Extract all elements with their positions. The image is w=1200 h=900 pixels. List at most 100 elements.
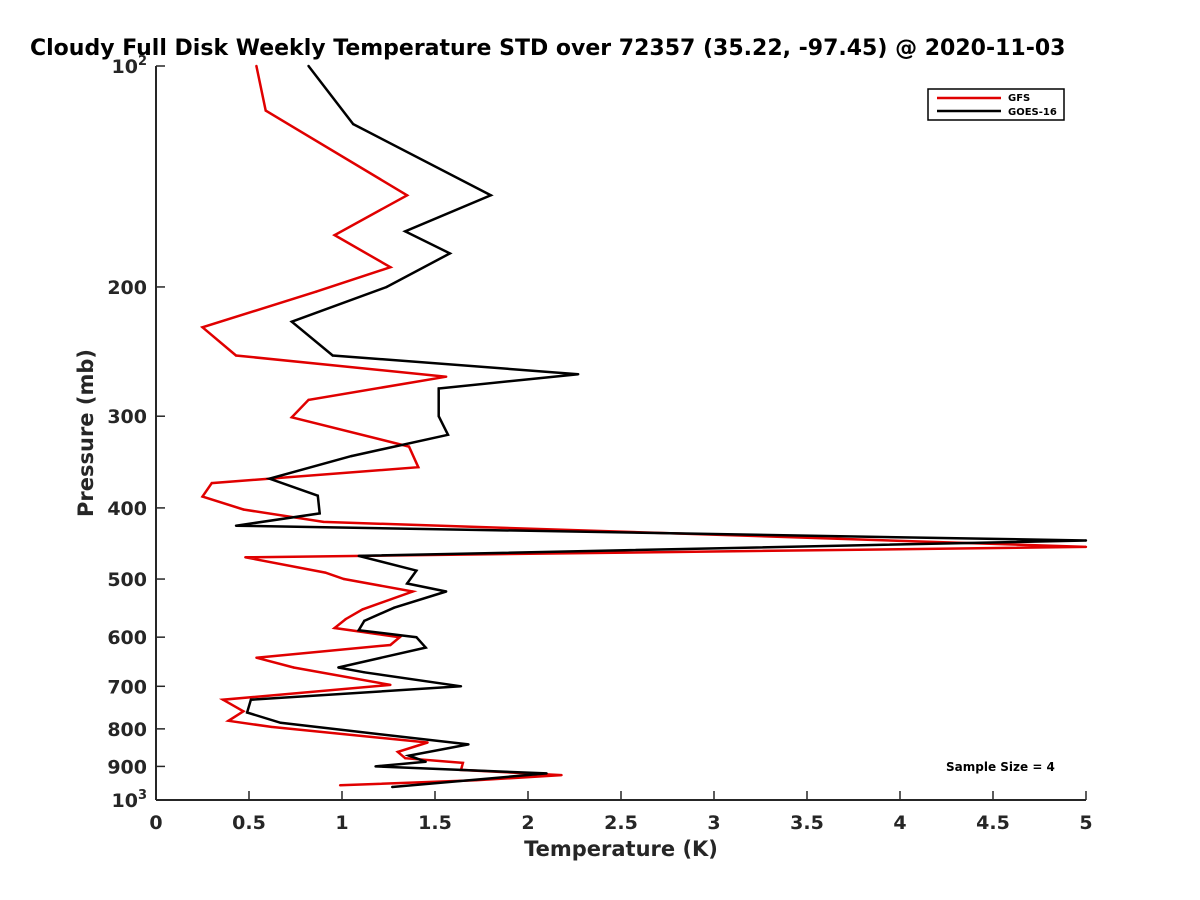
data-point-goes16-29 [459,685,463,688]
x-tick-label-5: 2.5 [604,812,638,834]
data-point-goes16-14 [316,494,319,497]
data-point-goes16-22 [392,606,396,609]
data-point-goes16-27 [337,666,340,669]
data-point-gfs-24 [333,626,336,630]
data-point-gfs-16 [322,520,325,524]
legend-label-goes16: GOES-16 [1008,107,1057,118]
y-tick-label-0: 102 [112,54,148,78]
sample-size-annotation: Sample Size = 4 [946,760,1055,774]
data-point-gfs-3 [333,233,336,237]
data-point-gfs-30 [221,698,225,701]
data-point-goes16-24 [357,629,360,632]
data-point-gfs-5 [314,290,318,293]
data-point-goes16-38 [391,785,394,789]
data-point-goes16-8 [577,373,580,376]
data-point-goes16-15 [318,512,321,515]
plot-area [156,66,1086,800]
legend-box [927,88,1065,121]
data-point-gfs-18 [244,556,247,559]
y-tick-label-4: 500 [107,569,147,591]
data-point-gfs-12 [417,466,420,469]
data-point-gfs-2 [405,194,409,197]
data-point-gfs-7 [234,354,238,357]
y-tick-label-6: 700 [107,676,147,698]
data-point-gfs-27 [255,656,258,659]
data-point-goes16-13 [268,477,271,480]
data-point-gfs-31 [242,710,245,713]
data-point-gfs-32 [227,719,230,722]
data-point-gfs-35 [396,750,399,754]
y-tick-label-9: 103 [112,788,148,812]
data-point-goes16-5 [385,285,388,289]
legend-label-gfs: GFS [1008,93,1030,104]
data-point-gfs-9 [307,398,310,402]
data-point-gfs-28 [292,666,295,669]
data-point-gfs-6 [201,326,204,329]
x-tick-label-10: 5 [1079,812,1092,834]
data-point-goes16-37 [545,772,548,775]
data-point-gfs-8 [445,375,448,378]
data-point-gfs-19 [324,571,327,574]
data-point-goes16-7 [331,354,334,357]
data-point-goes16-19 [415,569,418,572]
data-point-goes16-11 [446,433,450,436]
data-point-gfs-4 [389,266,392,269]
y-tick-label-1: 200 [107,277,147,299]
data-point-goes16-1 [352,122,355,126]
data-point-goes16-17 [1084,539,1088,542]
data-point-gfs-17 [1084,545,1088,549]
data-point-goes16-20 [405,582,409,585]
x-tick-label-8: 4 [893,812,906,834]
data-point-goes16-6 [290,320,293,323]
data-point-goes16-32 [279,721,282,724]
data-point-gfs-34 [426,741,429,744]
x-tick-label-7: 3.5 [790,812,824,834]
series-layer [199,64,1088,789]
data-point-gfs-11 [407,445,411,448]
data-point-goes16-3 [404,230,407,233]
data-point-gfs-15 [242,508,245,511]
data-point-gfs-37 [461,761,465,765]
data-point-gfs-22 [361,608,364,611]
y-tick-label-5: 600 [107,627,147,649]
data-point-goes16-30 [249,698,253,701]
y-tick-label-7: 800 [107,719,147,741]
chart-title: Cloudy Full Disk Weekly Temperature STD … [30,36,1065,61]
data-point-goes16-2 [489,194,492,197]
data-point-goes16-33 [467,743,470,746]
x-tick-label-3: 1.5 [418,812,452,834]
x-tick-label-1: 0.5 [232,812,266,834]
data-point-goes16-18 [357,554,360,558]
y-axis-ticks: 102 200 300 400 500 600 700 800 900 103 [107,54,165,812]
series-line-gfs [199,65,1087,787]
x-tick-label-9: 4.5 [976,812,1010,834]
data-point-gfs-20 [342,577,346,581]
data-point-gfs-25 [398,636,401,639]
x-axis-label: Temperature (K) [524,837,718,861]
data-point-goes16-25 [415,636,418,639]
x-tick-label-2: 1 [335,812,348,834]
data-point-goes16-31 [245,711,249,714]
data-point-gfs-13 [210,481,213,485]
data-point-goes16-36 [374,765,377,768]
data-point-gfs-14 [201,495,204,498]
data-point-gfs-26 [389,643,392,647]
data-point-goes16-4 [448,252,452,255]
data-point-goes16-9 [437,387,440,390]
data-point-goes16-34 [407,754,411,757]
x-tick-label-4: 2 [521,812,534,834]
data-point-goes16-26 [424,646,427,649]
data-point-goes16-23 [363,619,366,622]
data-point-gfs-39 [560,773,563,777]
x-tick-label-0: 0 [149,812,162,834]
data-point-gfs-21 [411,590,414,593]
data-point-goes16-0 [307,64,310,68]
data-point-gfs-23 [344,617,347,621]
x-axis-ticks: 0 0.5 1 1.5 2 2.5 3 3.5 4 4.5 5 [149,791,1093,834]
data-point-goes16-12 [350,454,353,458]
data-point-goes16-10 [437,415,440,418]
data-point-goes16-21 [445,590,448,593]
x-tick-label-6: 3 [707,812,720,834]
y-tick-label-2: 300 [107,406,147,428]
